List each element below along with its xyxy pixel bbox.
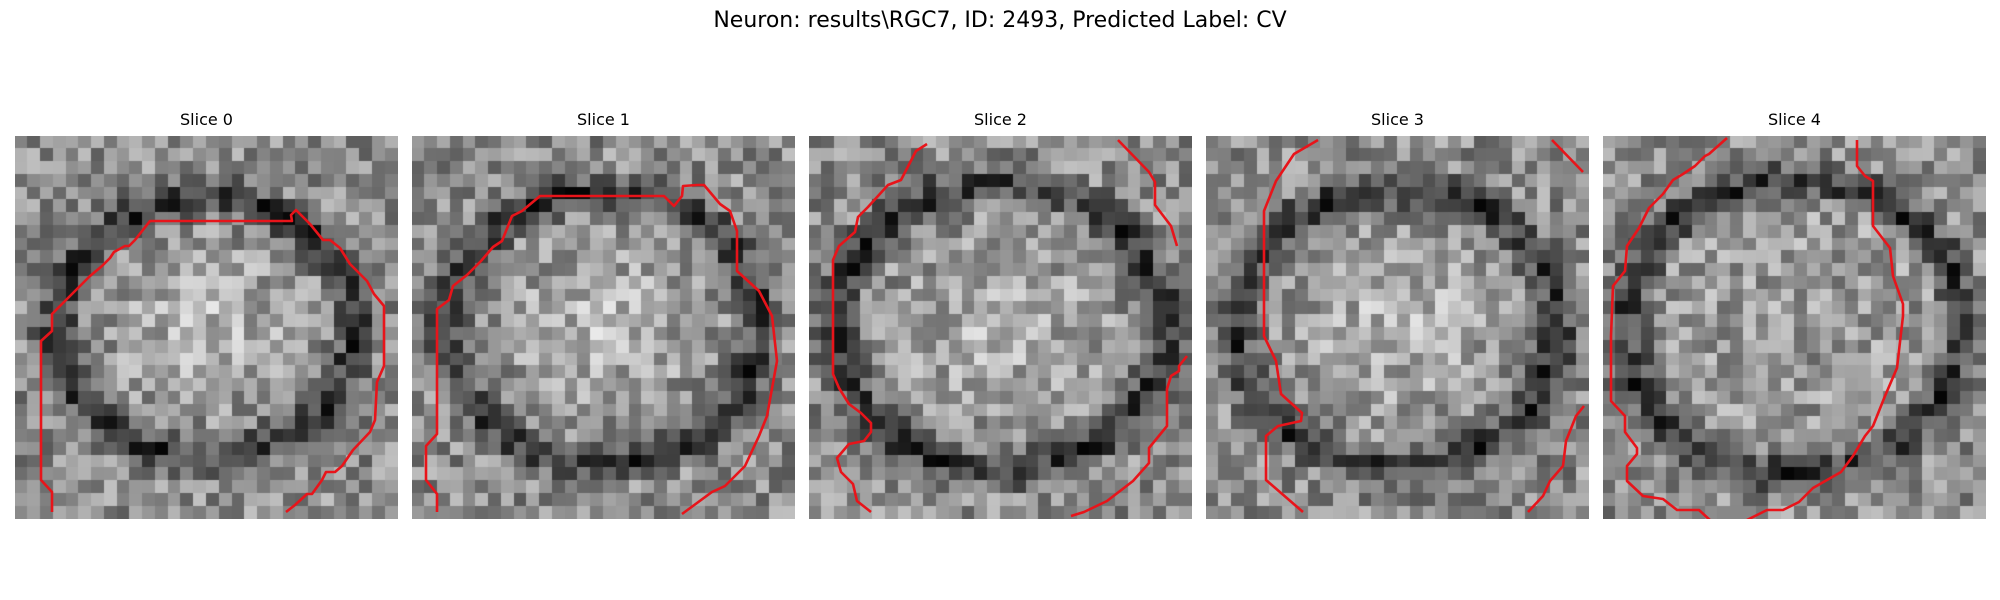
slice-panel-3: Slice 3 bbox=[1206, 110, 1589, 520]
slice-image bbox=[412, 136, 795, 519]
slice-title: Slice 3 bbox=[1371, 110, 1424, 129]
slice-title: Slice 0 bbox=[180, 110, 233, 129]
slice-title: Slice 4 bbox=[1768, 110, 1821, 129]
contour-overlay bbox=[39, 208, 386, 514]
neuron-contour bbox=[424, 183, 779, 516]
slice-title: Slice 2 bbox=[974, 110, 1027, 129]
neuron-contour bbox=[1551, 139, 1584, 173]
neuron-contour bbox=[831, 142, 928, 514]
slice-panel-4: Slice 4 bbox=[1603, 110, 1986, 520]
slice-panel-2: Slice 2 bbox=[809, 110, 1192, 520]
slice-image bbox=[15, 136, 398, 519]
neuron-contour bbox=[1070, 355, 1189, 518]
figure-title: Neuron: results\RGC7, ID: 2493, Predicte… bbox=[713, 8, 1287, 33]
neuron-contour bbox=[39, 208, 386, 514]
contour-overlay bbox=[831, 139, 1189, 518]
neuron-contour bbox=[1262, 138, 1319, 513]
neuron-contour bbox=[1527, 405, 1586, 513]
contour-overlay bbox=[424, 183, 779, 516]
slice-panel-1: Slice 1 bbox=[412, 110, 795, 520]
slice-title: Slice 1 bbox=[577, 110, 630, 129]
contour-overlay bbox=[1609, 137, 1905, 519]
contour-overlay bbox=[1262, 138, 1586, 513]
slice-image bbox=[1603, 136, 1986, 519]
neuron-contour bbox=[1117, 139, 1179, 247]
slice-panel-0: Slice 0 bbox=[15, 110, 398, 520]
neuron-contour bbox=[1609, 137, 1905, 519]
